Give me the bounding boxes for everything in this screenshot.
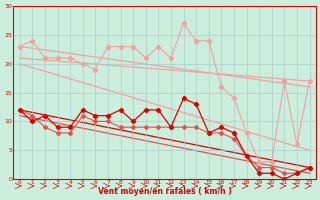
X-axis label: Vent moyen/en rafales ( km/h ): Vent moyen/en rafales ( km/h ) bbox=[98, 187, 231, 196]
